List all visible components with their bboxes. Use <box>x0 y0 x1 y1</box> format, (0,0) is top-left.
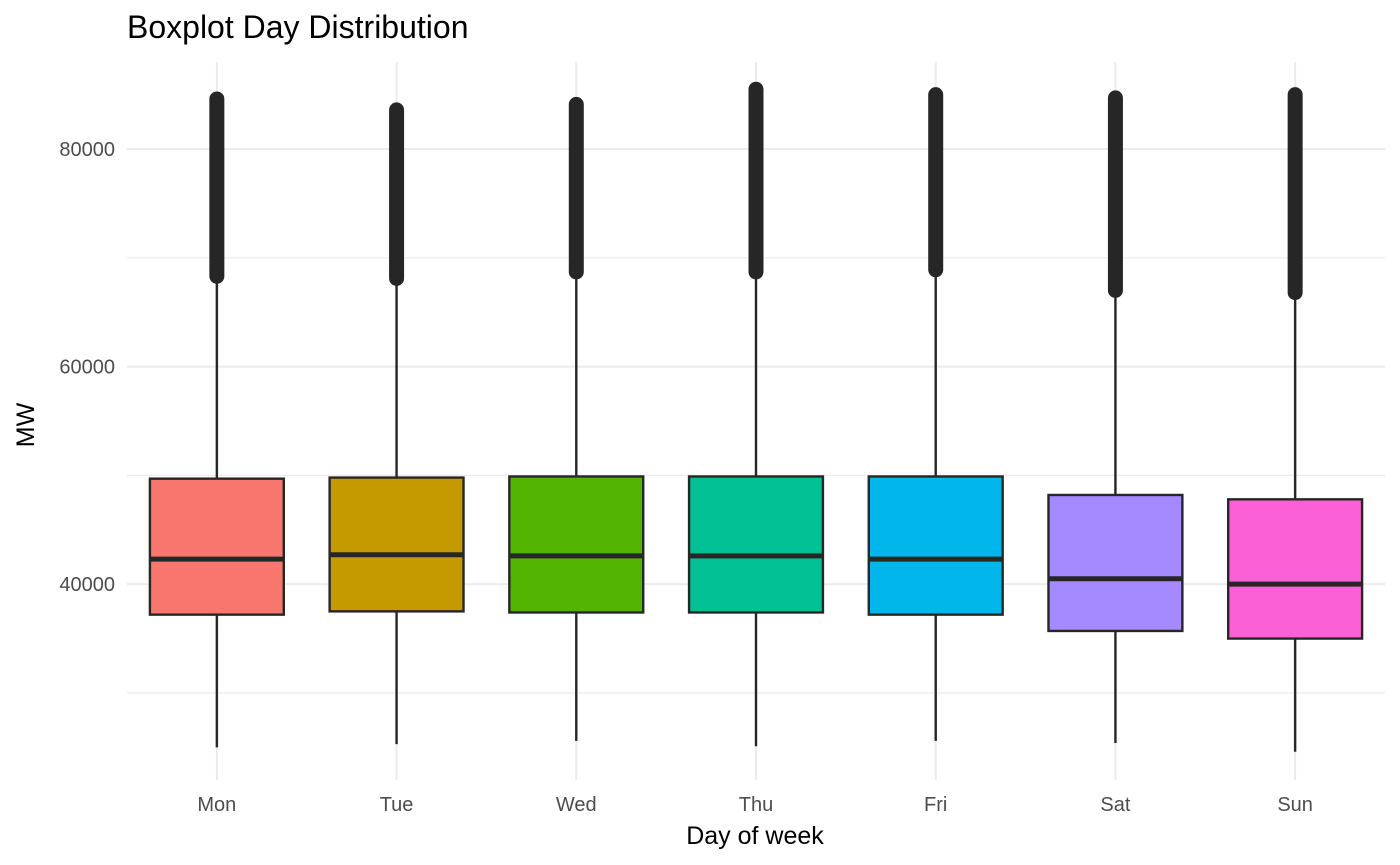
y-tick-label: 80000 <box>59 139 115 161</box>
y-axis-title: MW <box>12 402 40 447</box>
box-iqr <box>328 476 465 613</box>
x-tick-label: Thu <box>739 794 773 816</box>
box-iqr <box>687 475 825 614</box>
chart-title: Boxplot Day Distribution <box>127 9 469 45</box>
box-mon <box>148 91 286 748</box>
box-wed <box>508 96 645 741</box>
x-tick-label: Sat <box>1100 794 1130 816</box>
box-fri <box>867 87 1004 741</box>
box-iqr <box>1226 498 1364 640</box>
x-axis-title: Day of week <box>686 822 824 850</box>
y-tick-label: 40000 <box>59 574 115 596</box>
box-iqr <box>508 475 645 614</box>
box-tue <box>328 102 465 745</box>
box-iqr <box>148 477 286 616</box>
x-tick-label: Wed <box>556 794 597 816</box>
x-tick-label: Sun <box>1277 794 1313 816</box>
box-sun <box>1226 87 1364 752</box>
boxes <box>148 81 1364 752</box>
y-tick-label: 60000 <box>59 357 115 379</box>
box-iqr <box>1047 493 1184 633</box>
x-tick-label: Mon <box>197 794 236 816</box>
box-thu <box>687 81 825 747</box>
box-sat <box>1047 90 1184 744</box>
x-tick-label: Fri <box>924 794 947 816</box>
x-tick-label: Tue <box>380 794 414 816</box>
tick-labels: 40000 60000 80000 Mon Tue Wed Thu Fri Sat Sun <box>59 139 1313 816</box>
box-iqr <box>867 475 1004 616</box>
